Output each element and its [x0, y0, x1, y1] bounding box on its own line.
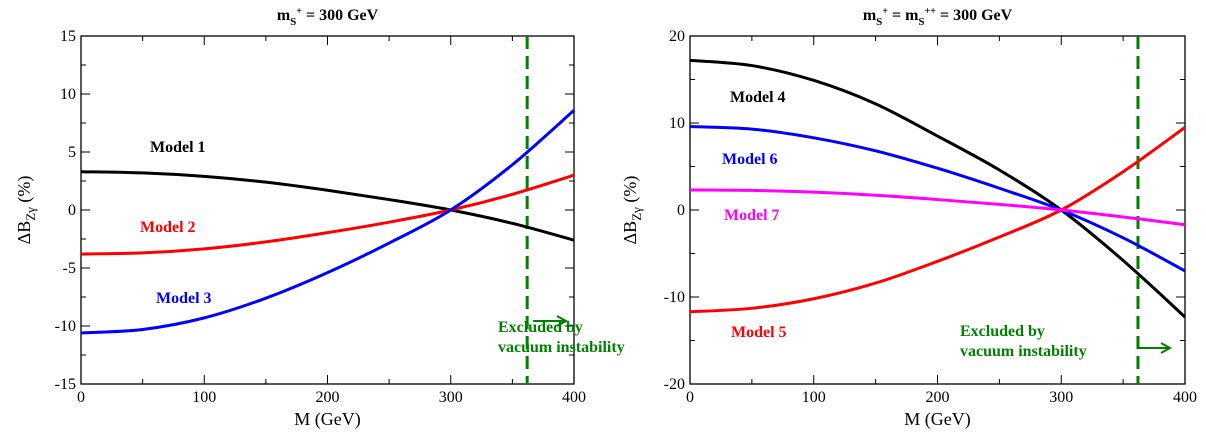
y-tick-label: 10 — [669, 115, 685, 132]
x-tick-label: 300 — [439, 389, 463, 406]
exclusion-label: Excluded by — [960, 323, 1045, 340]
y-label-part: (%) — [620, 176, 641, 207]
title-superscript: ++ — [925, 6, 937, 17]
series-line-model-4 — [689, 58, 1187, 319]
y-tick-label: -5 — [63, 260, 76, 277]
title-superscript: + — [296, 6, 302, 17]
title-part: m — [863, 7, 877, 24]
y-tick-label: -10 — [664, 289, 685, 306]
y-tick-label: 10 — [60, 86, 76, 103]
x-axis-label: M (GeV) — [294, 409, 360, 430]
x-tick-label: 100 — [192, 389, 216, 406]
x-tick-label: 100 — [802, 389, 826, 406]
exclusion-label: vacuum instability — [960, 343, 1087, 360]
series-label: Model 5 — [731, 324, 787, 341]
y-tick-label: 0 — [677, 202, 685, 219]
y-tick-label: 5 — [68, 144, 76, 161]
exclusion-arrow-icon — [533, 315, 569, 327]
x-tick-label: 0 — [686, 389, 694, 406]
y-tick-label: -15 — [55, 376, 76, 393]
title-part: = m — [888, 7, 919, 24]
chart-panel-1: mS+ = 300 GeV 0 100 200 300 400 -15 -10 -5 0 5 10 15… — [14, 6, 625, 430]
title-part: m — [277, 7, 291, 24]
y-label-part: (%) — [14, 176, 35, 207]
x-tick-label: 200 — [926, 389, 950, 406]
series-line-model-6 — [689, 124, 1186, 273]
series-label: Model 7 — [724, 207, 780, 224]
y-label-part: ΔB — [14, 221, 34, 245]
arrow-head — [1160, 342, 1173, 354]
title-part: = 300 GeV — [302, 7, 379, 24]
arrow-head — [556, 315, 569, 327]
x-tick-label: 400 — [562, 389, 586, 406]
y-label-subscript: Zγ — [629, 207, 644, 221]
y-tick-label: -20 — [664, 376, 685, 393]
chart-title: mS+ = mS++ = 300 GeV — [863, 6, 1013, 28]
series-label: Model 6 — [722, 151, 778, 168]
y-tick-label: 15 — [60, 28, 76, 45]
title-subscript: S — [918, 16, 924, 28]
exclusion-arrow-icon — [1137, 342, 1173, 354]
series-line-model-1 — [80, 170, 575, 242]
x-tick-label: 300 — [1049, 389, 1073, 406]
title-subscript: S — [876, 16, 882, 28]
series-line-model-3 — [80, 109, 575, 335]
series-line-model-5 — [689, 126, 1186, 314]
title-subscript: S — [290, 16, 296, 28]
y-axis-label: ΔBZγ (%) — [14, 176, 38, 245]
series-label: Model 3 — [156, 290, 212, 307]
y-tick-label: 0 — [68, 202, 76, 219]
y-tick-label: -10 — [55, 318, 76, 335]
title-superscript: + — [882, 6, 888, 17]
x-tick-label: 0 — [77, 389, 85, 406]
x-tick-label: 200 — [316, 389, 340, 406]
series-line-model-2 — [80, 173, 575, 256]
x-axis-label: M (GeV) — [904, 409, 970, 430]
series-line-model-7 — [689, 188, 1186, 227]
series-label: Model 1 — [150, 139, 206, 156]
y-tick-label: 20 — [669, 28, 685, 45]
exclusion-label: vacuum instability — [498, 339, 625, 356]
series-label: Model 4 — [730, 89, 786, 106]
series-label: Model 2 — [140, 219, 196, 236]
y-label-subscript: Zγ — [23, 207, 38, 221]
x-tick-label: 400 — [1173, 389, 1197, 406]
title-part: = 300 GeV — [936, 7, 1013, 24]
chart-title: mS+ = 300 GeV — [277, 6, 379, 28]
y-axis-label: ΔBZγ (%) — [620, 176, 644, 245]
y-label-part: ΔB — [620, 221, 640, 245]
